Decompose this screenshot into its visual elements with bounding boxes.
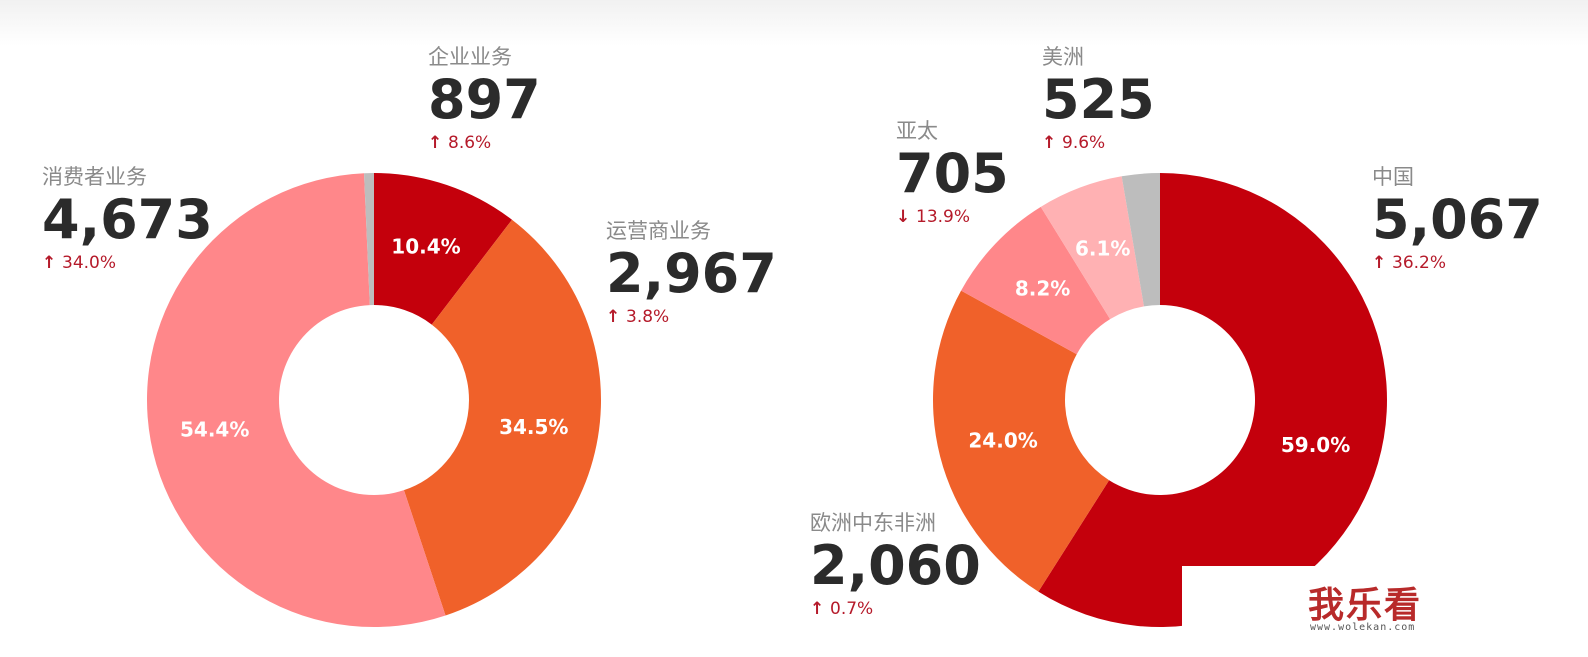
callout-value: 897 bbox=[428, 68, 541, 131]
donut-slice bbox=[403, 219, 601, 616]
callout-emea: 欧洲中东非洲 2,060 ↑ 0.7% bbox=[810, 510, 981, 620]
callout-americas: 美洲 525 ↑ 9.6% bbox=[1042, 44, 1155, 154]
callout-change: ↑ 0.7% bbox=[810, 598, 981, 620]
arrow-up-icon: ↑ bbox=[810, 599, 825, 619]
change-value: 0.7% bbox=[830, 599, 874, 619]
callout-value: 5,067 bbox=[1372, 188, 1543, 251]
slice-label: 24.0% bbox=[968, 428, 1037, 452]
callout-change: ↑ 9.6% bbox=[1042, 132, 1155, 154]
callout-name: 亚太 bbox=[896, 119, 938, 143]
donut-slice bbox=[374, 173, 513, 325]
change-value: 36.2% bbox=[1392, 253, 1447, 273]
callout-change: ↑ 8.6% bbox=[428, 132, 541, 154]
callout-apac: 亚太 705 ↓ 13.9% bbox=[896, 118, 1009, 228]
slice-label: 8.2% bbox=[1015, 276, 1070, 300]
donut-slice bbox=[364, 173, 374, 306]
slice-label: 34.5% bbox=[499, 415, 568, 439]
slice-label: 59.0% bbox=[1281, 433, 1350, 457]
callout-value: 4,673 bbox=[42, 188, 213, 251]
business-donut: 10.4% 34.5% 54.4% bbox=[146, 173, 601, 627]
callout-value: 2,967 bbox=[606, 242, 777, 305]
change-value: 34.0% bbox=[62, 253, 117, 273]
callout-name: 运营商业务 bbox=[606, 219, 711, 243]
slice-label: 10.4% bbox=[391, 235, 460, 259]
donut-slice bbox=[1038, 173, 1387, 627]
change-value: 8.6% bbox=[448, 133, 492, 153]
watermark-logo-text: 我乐看 bbox=[1308, 585, 1423, 626]
donut-slice bbox=[1121, 173, 1160, 307]
watermark: 我乐看 www.wolekan.com bbox=[1182, 566, 1588, 657]
donut-slice bbox=[933, 290, 1110, 592]
top-shade bbox=[0, 0, 1588, 46]
callout-consumer: 消费者业务 4,673 ↑ 34.0% bbox=[42, 164, 213, 274]
callout-name: 消费者业务 bbox=[42, 165, 147, 189]
slice-label: 54.4% bbox=[180, 417, 249, 441]
callout-change: ↑ 3.8% bbox=[606, 306, 777, 328]
callout-name: 中国 bbox=[1372, 165, 1414, 189]
donut-slice bbox=[1040, 176, 1144, 320]
callout-value: 525 bbox=[1042, 68, 1155, 131]
arrow-up-icon: ↑ bbox=[428, 133, 443, 153]
callout-carrier: 运营商业务 2,967 ↑ 3.8% bbox=[606, 218, 777, 328]
donut-slice bbox=[146, 173, 446, 627]
callout-name: 企业业务 bbox=[428, 45, 512, 69]
callout-enterprise: 企业业务 897 ↑ 8.6% bbox=[428, 44, 541, 154]
change-value: 9.6% bbox=[1062, 133, 1106, 153]
region-donut: 59.0% 24.0% 8.2%6.1% bbox=[933, 173, 1387, 627]
arrow-down-icon: ↓ bbox=[896, 207, 911, 227]
callout-change: ↑ 36.2% bbox=[1372, 252, 1543, 274]
callout-change: ↑ 34.0% bbox=[42, 252, 213, 274]
callout-name: 欧洲中东非洲 bbox=[810, 511, 936, 535]
callout-change: ↓ 13.9% bbox=[896, 206, 1009, 228]
callout-value: 2,060 bbox=[810, 534, 981, 597]
change-value: 3.8% bbox=[626, 307, 670, 327]
change-value: 13.9% bbox=[916, 207, 971, 227]
arrow-up-icon: ↑ bbox=[42, 253, 57, 273]
arrow-up-icon: ↑ bbox=[1372, 253, 1387, 273]
arrow-up-icon: ↑ bbox=[606, 307, 621, 327]
arrow-up-icon: ↑ bbox=[1042, 133, 1057, 153]
watermark-url: www.wolekan.com bbox=[1310, 622, 1416, 633]
donut-slice bbox=[961, 206, 1111, 355]
callout-value: 705 bbox=[896, 142, 1009, 205]
callout-name: 美洲 bbox=[1042, 45, 1084, 69]
slice-label: 6.1% bbox=[1075, 236, 1130, 260]
callout-china: 中国 5,067 ↑ 36.2% bbox=[1372, 164, 1543, 274]
